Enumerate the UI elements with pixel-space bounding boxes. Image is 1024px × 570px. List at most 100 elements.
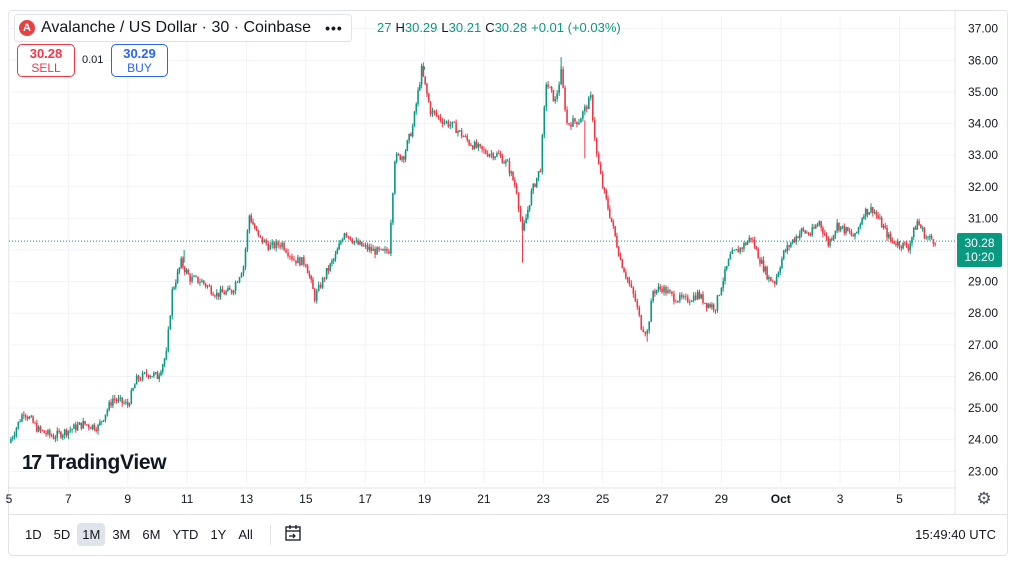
- candle-body: [779, 267, 781, 273]
- candle-body: [151, 376, 153, 377]
- candle-body: [752, 239, 754, 241]
- candle-body: [547, 84, 549, 87]
- candle-body: [315, 290, 318, 301]
- candle-body: [669, 290, 671, 292]
- candle-body: [671, 291, 673, 294]
- candle-body: [52, 436, 55, 439]
- y-tick-label: 31.00: [968, 211, 998, 225]
- candle-body: [560, 69, 562, 85]
- candle-body: [223, 292, 226, 295]
- candle-body: [677, 300, 679, 303]
- range-button-ytd[interactable]: YTD: [172, 527, 199, 542]
- candle-body: [271, 242, 273, 246]
- go-to-date-calendar-icon[interactable]: [284, 524, 302, 547]
- candle-body: [612, 221, 615, 227]
- buy-button[interactable]: 30.29 BUY: [111, 44, 168, 77]
- candle-body: [10, 439, 12, 443]
- candle-body: [125, 401, 127, 403]
- candle-body: [477, 144, 480, 148]
- candle-body: [99, 421, 101, 425]
- candle-body: [543, 107, 546, 136]
- range-button-6m[interactable]: 6M: [142, 527, 161, 542]
- tradingview-logo[interactable]: 17 TradingView: [22, 451, 167, 475]
- candle-body: [690, 300, 693, 302]
- candle-body: [831, 239, 833, 240]
- candle-body: [176, 271, 179, 283]
- candle-body: [628, 279, 631, 284]
- candle-body: [614, 226, 616, 236]
- candle-body: [285, 249, 287, 253]
- candle-body: [720, 287, 723, 295]
- ohlc-low-label: L: [441, 20, 449, 35]
- candle-body: [586, 106, 588, 110]
- candle-body: [63, 429, 66, 436]
- candle-body: [640, 315, 643, 330]
- y-tick-label: 32.00: [968, 180, 998, 194]
- candle-body: [327, 268, 330, 271]
- candle-body: [451, 121, 454, 125]
- range-selector: 1D 5D 1M 3M 6M YTD 1Y All: [20, 523, 258, 546]
- candle-body: [331, 260, 333, 264]
- candle-body: [410, 133, 412, 137]
- candle-body: [652, 291, 654, 301]
- range-button-1d[interactable]: 1D: [25, 527, 42, 542]
- candle-body: [904, 242, 906, 244]
- candle-body: [818, 221, 821, 225]
- candle-body: [852, 234, 854, 237]
- candle-body: [169, 315, 172, 330]
- candle-body: [898, 241, 901, 247]
- candle-body: [630, 283, 633, 288]
- candle-body: [813, 227, 815, 229]
- range-button-1m[interactable]: 1M: [77, 523, 106, 546]
- candle-body: [566, 109, 568, 124]
- candle-body: [359, 241, 361, 245]
- utc-clock[interactable]: 15:49:40 UTC: [915, 527, 996, 542]
- candle-body: [102, 420, 105, 422]
- candle-body: [473, 141, 476, 150]
- candle-body: [925, 237, 928, 239]
- candle-body: [667, 290, 669, 294]
- candle-body: [293, 259, 295, 261]
- candle-body: [848, 231, 851, 232]
- candle-body: [879, 217, 881, 219]
- y-tick-label: 24.00: [968, 433, 998, 447]
- buy-price: 30.29: [123, 45, 156, 61]
- candle-body: [610, 217, 613, 222]
- symbol-legend[interactable]: A Avalanche / US Dollar · 30 · Coinbase …: [14, 14, 352, 42]
- more-options-icon[interactable]: •••: [325, 20, 343, 36]
- candle-body: [265, 240, 268, 244]
- candle-body: [95, 429, 97, 432]
- candle-body: [791, 239, 794, 244]
- candle-body: [50, 435, 53, 437]
- candle-body: [902, 242, 904, 249]
- candle-body: [462, 136, 465, 138]
- candle-body: [712, 304, 715, 310]
- candle-body: [175, 282, 177, 288]
- candle-body: [798, 233, 801, 239]
- candle-body: [378, 247, 380, 250]
- chart-frame: [8, 10, 1008, 556]
- sell-button[interactable]: 30.28 SELL: [17, 44, 75, 77]
- candle-body: [417, 90, 419, 104]
- candle-body: [447, 121, 450, 127]
- candle-body: [607, 198, 609, 209]
- candle-body: [916, 221, 919, 230]
- ohlc-open-partial: 27: [377, 20, 392, 35]
- range-button-1y[interactable]: 1Y: [210, 527, 227, 542]
- candle-body: [847, 227, 849, 232]
- candle-body: [384, 249, 386, 251]
- candle-body: [593, 120, 596, 139]
- y-tick-label: 26.00: [968, 369, 998, 383]
- candle-body: [119, 397, 122, 399]
- range-button-all[interactable]: All: [238, 527, 253, 542]
- range-button-5d[interactable]: 5D: [53, 527, 71, 542]
- candle-body: [86, 424, 88, 426]
- candle-body: [772, 281, 774, 283]
- range-button-3m[interactable]: 3M: [112, 527, 131, 542]
- candle-body: [145, 372, 148, 376]
- candle-body: [353, 241, 356, 244]
- candle-body: [134, 384, 136, 389]
- candle-body: [24, 415, 27, 417]
- settings-gear-icon[interactable]: ⚙: [976, 489, 992, 508]
